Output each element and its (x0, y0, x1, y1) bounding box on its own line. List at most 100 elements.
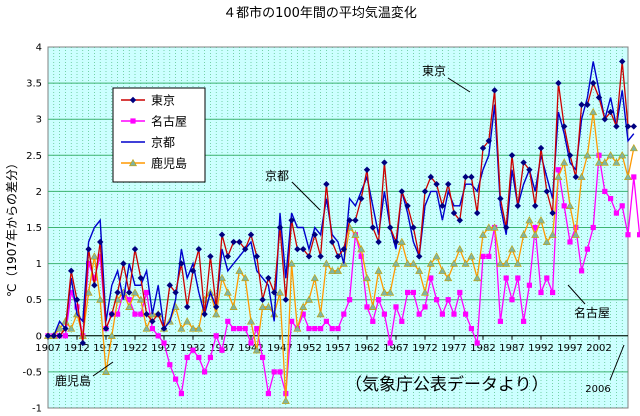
data-point (613, 210, 619, 216)
data-point (67, 324, 76, 332)
legend-label: 東京 (151, 94, 175, 108)
data-point (160, 325, 168, 332)
data-point (449, 259, 459, 267)
data-point (293, 324, 302, 332)
data-point (242, 245, 249, 253)
y-tick-label: 3 (36, 115, 42, 126)
data-point (247, 231, 255, 238)
data-point (497, 195, 504, 202)
data-point (381, 311, 387, 317)
data-point (502, 259, 511, 267)
data-point (474, 209, 481, 217)
data-point (416, 253, 423, 260)
data-point (310, 273, 319, 282)
annotation-tokyo: 東京 (422, 64, 446, 78)
data-point (195, 245, 202, 253)
data-point (236, 325, 242, 332)
gridlines (48, 47, 628, 408)
data-point (219, 347, 225, 353)
data-point (619, 203, 625, 209)
data-point (329, 238, 336, 246)
data-point (555, 167, 561, 173)
data-point (543, 188, 550, 195)
data-point (333, 266, 343, 274)
data-point (196, 354, 202, 361)
data-point (289, 318, 295, 324)
data-point (484, 223, 493, 231)
data-point (68, 267, 75, 275)
data-point (288, 217, 295, 224)
data-point (312, 325, 318, 332)
data-point (462, 173, 469, 181)
data-point (637, 232, 640, 238)
data-point (318, 325, 324, 332)
data-point (207, 354, 213, 361)
data-point (544, 275, 550, 281)
data-point (177, 324, 186, 332)
data-point (467, 252, 476, 260)
data-point (410, 224, 417, 231)
data-point (85, 245, 92, 253)
data-point (137, 274, 144, 282)
data-point (439, 311, 445, 317)
annotation-kyoto-pointer (291, 181, 321, 211)
data-point (554, 172, 563, 181)
data-point (120, 260, 127, 267)
data-point (374, 266, 383, 274)
series-line (48, 61, 634, 344)
data-point (144, 289, 150, 296)
data-point (625, 232, 631, 238)
y-tick-label: 0 (36, 331, 42, 342)
annotation-2006-pointer (609, 344, 625, 381)
data-point (108, 310, 115, 318)
x-tick-label: 1907 (35, 343, 60, 354)
data-point (391, 259, 401, 267)
x-tick-label: 1987 (499, 343, 524, 354)
data-point (183, 317, 192, 325)
data-point (515, 275, 521, 281)
data-point (101, 367, 111, 376)
data-point (306, 325, 312, 332)
data-point (537, 144, 545, 152)
data-point (102, 325, 110, 332)
data-point (229, 302, 238, 311)
data-point (410, 289, 416, 296)
annotation-nagoya-pointer (567, 284, 586, 305)
data-point (474, 340, 480, 346)
data-point (167, 362, 173, 368)
data-point (565, 201, 575, 209)
series-0 (44, 58, 637, 347)
data-point (241, 273, 250, 282)
data-point (427, 173, 434, 181)
data-point (265, 390, 271, 397)
data-point (560, 158, 569, 166)
data-point (601, 116, 608, 123)
data-point (265, 274, 272, 282)
data-point (129, 96, 137, 104)
x-tick-label: 1922 (122, 343, 147, 354)
data-point (131, 245, 139, 253)
data-point (97, 238, 104, 246)
data-point (520, 159, 527, 166)
data-point (490, 223, 499, 231)
data-point (242, 325, 248, 332)
data-point (480, 253, 486, 259)
data-point (194, 324, 203, 332)
data-point (248, 340, 254, 346)
data-point (259, 296, 266, 303)
data-point (201, 310, 208, 318)
y-axis-label: ℃（1907年からの差分） (5, 157, 19, 297)
data-point (428, 275, 434, 281)
data-point (143, 310, 150, 318)
data-point (439, 202, 446, 210)
data-point (455, 245, 464, 253)
data-point (213, 303, 220, 311)
annotations: 東京 京都 名古屋 鹿児島 （気象庁公表データより） 2006 (55, 64, 625, 395)
data-point (300, 245, 307, 253)
data-point (55, 324, 64, 332)
data-point (567, 239, 573, 245)
data-point (207, 253, 214, 260)
data-point (600, 158, 609, 166)
data-point (155, 333, 161, 339)
data-point (202, 369, 208, 375)
